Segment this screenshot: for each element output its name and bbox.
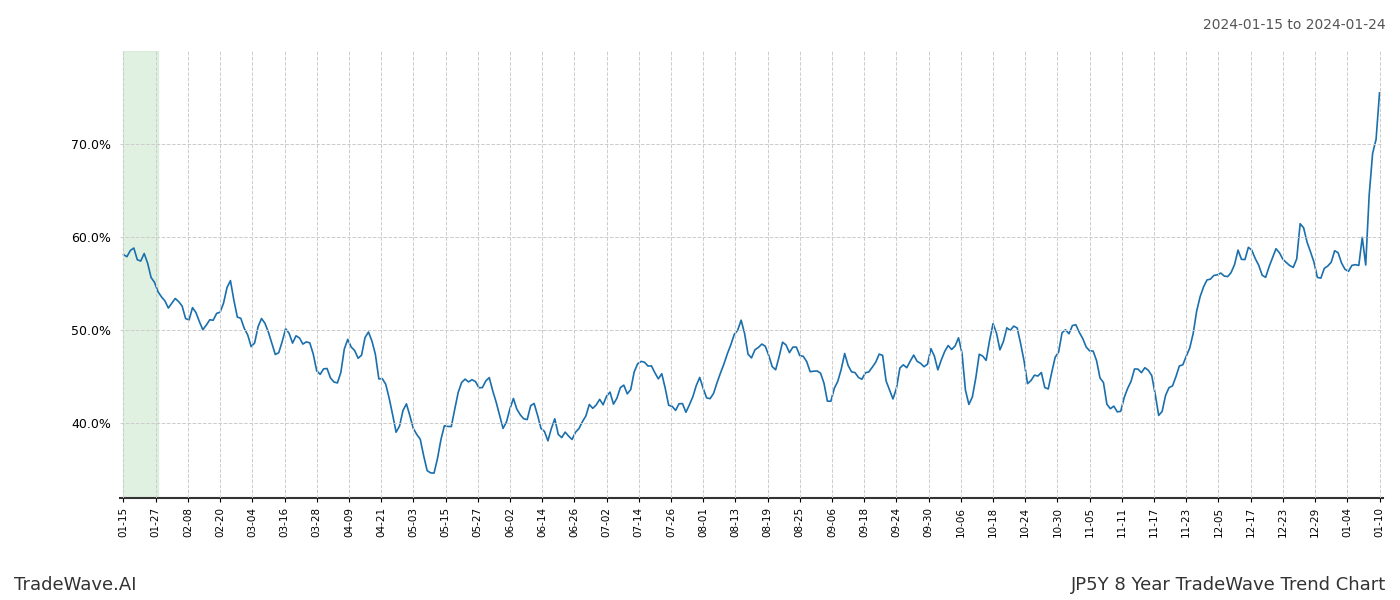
Bar <box>123 51 158 498</box>
Text: TradeWave.AI: TradeWave.AI <box>14 576 137 594</box>
Text: 2024-01-15 to 2024-01-24: 2024-01-15 to 2024-01-24 <box>1204 18 1386 32</box>
Text: JP5Y 8 Year TradeWave Trend Chart: JP5Y 8 Year TradeWave Trend Chart <box>1071 576 1386 594</box>
